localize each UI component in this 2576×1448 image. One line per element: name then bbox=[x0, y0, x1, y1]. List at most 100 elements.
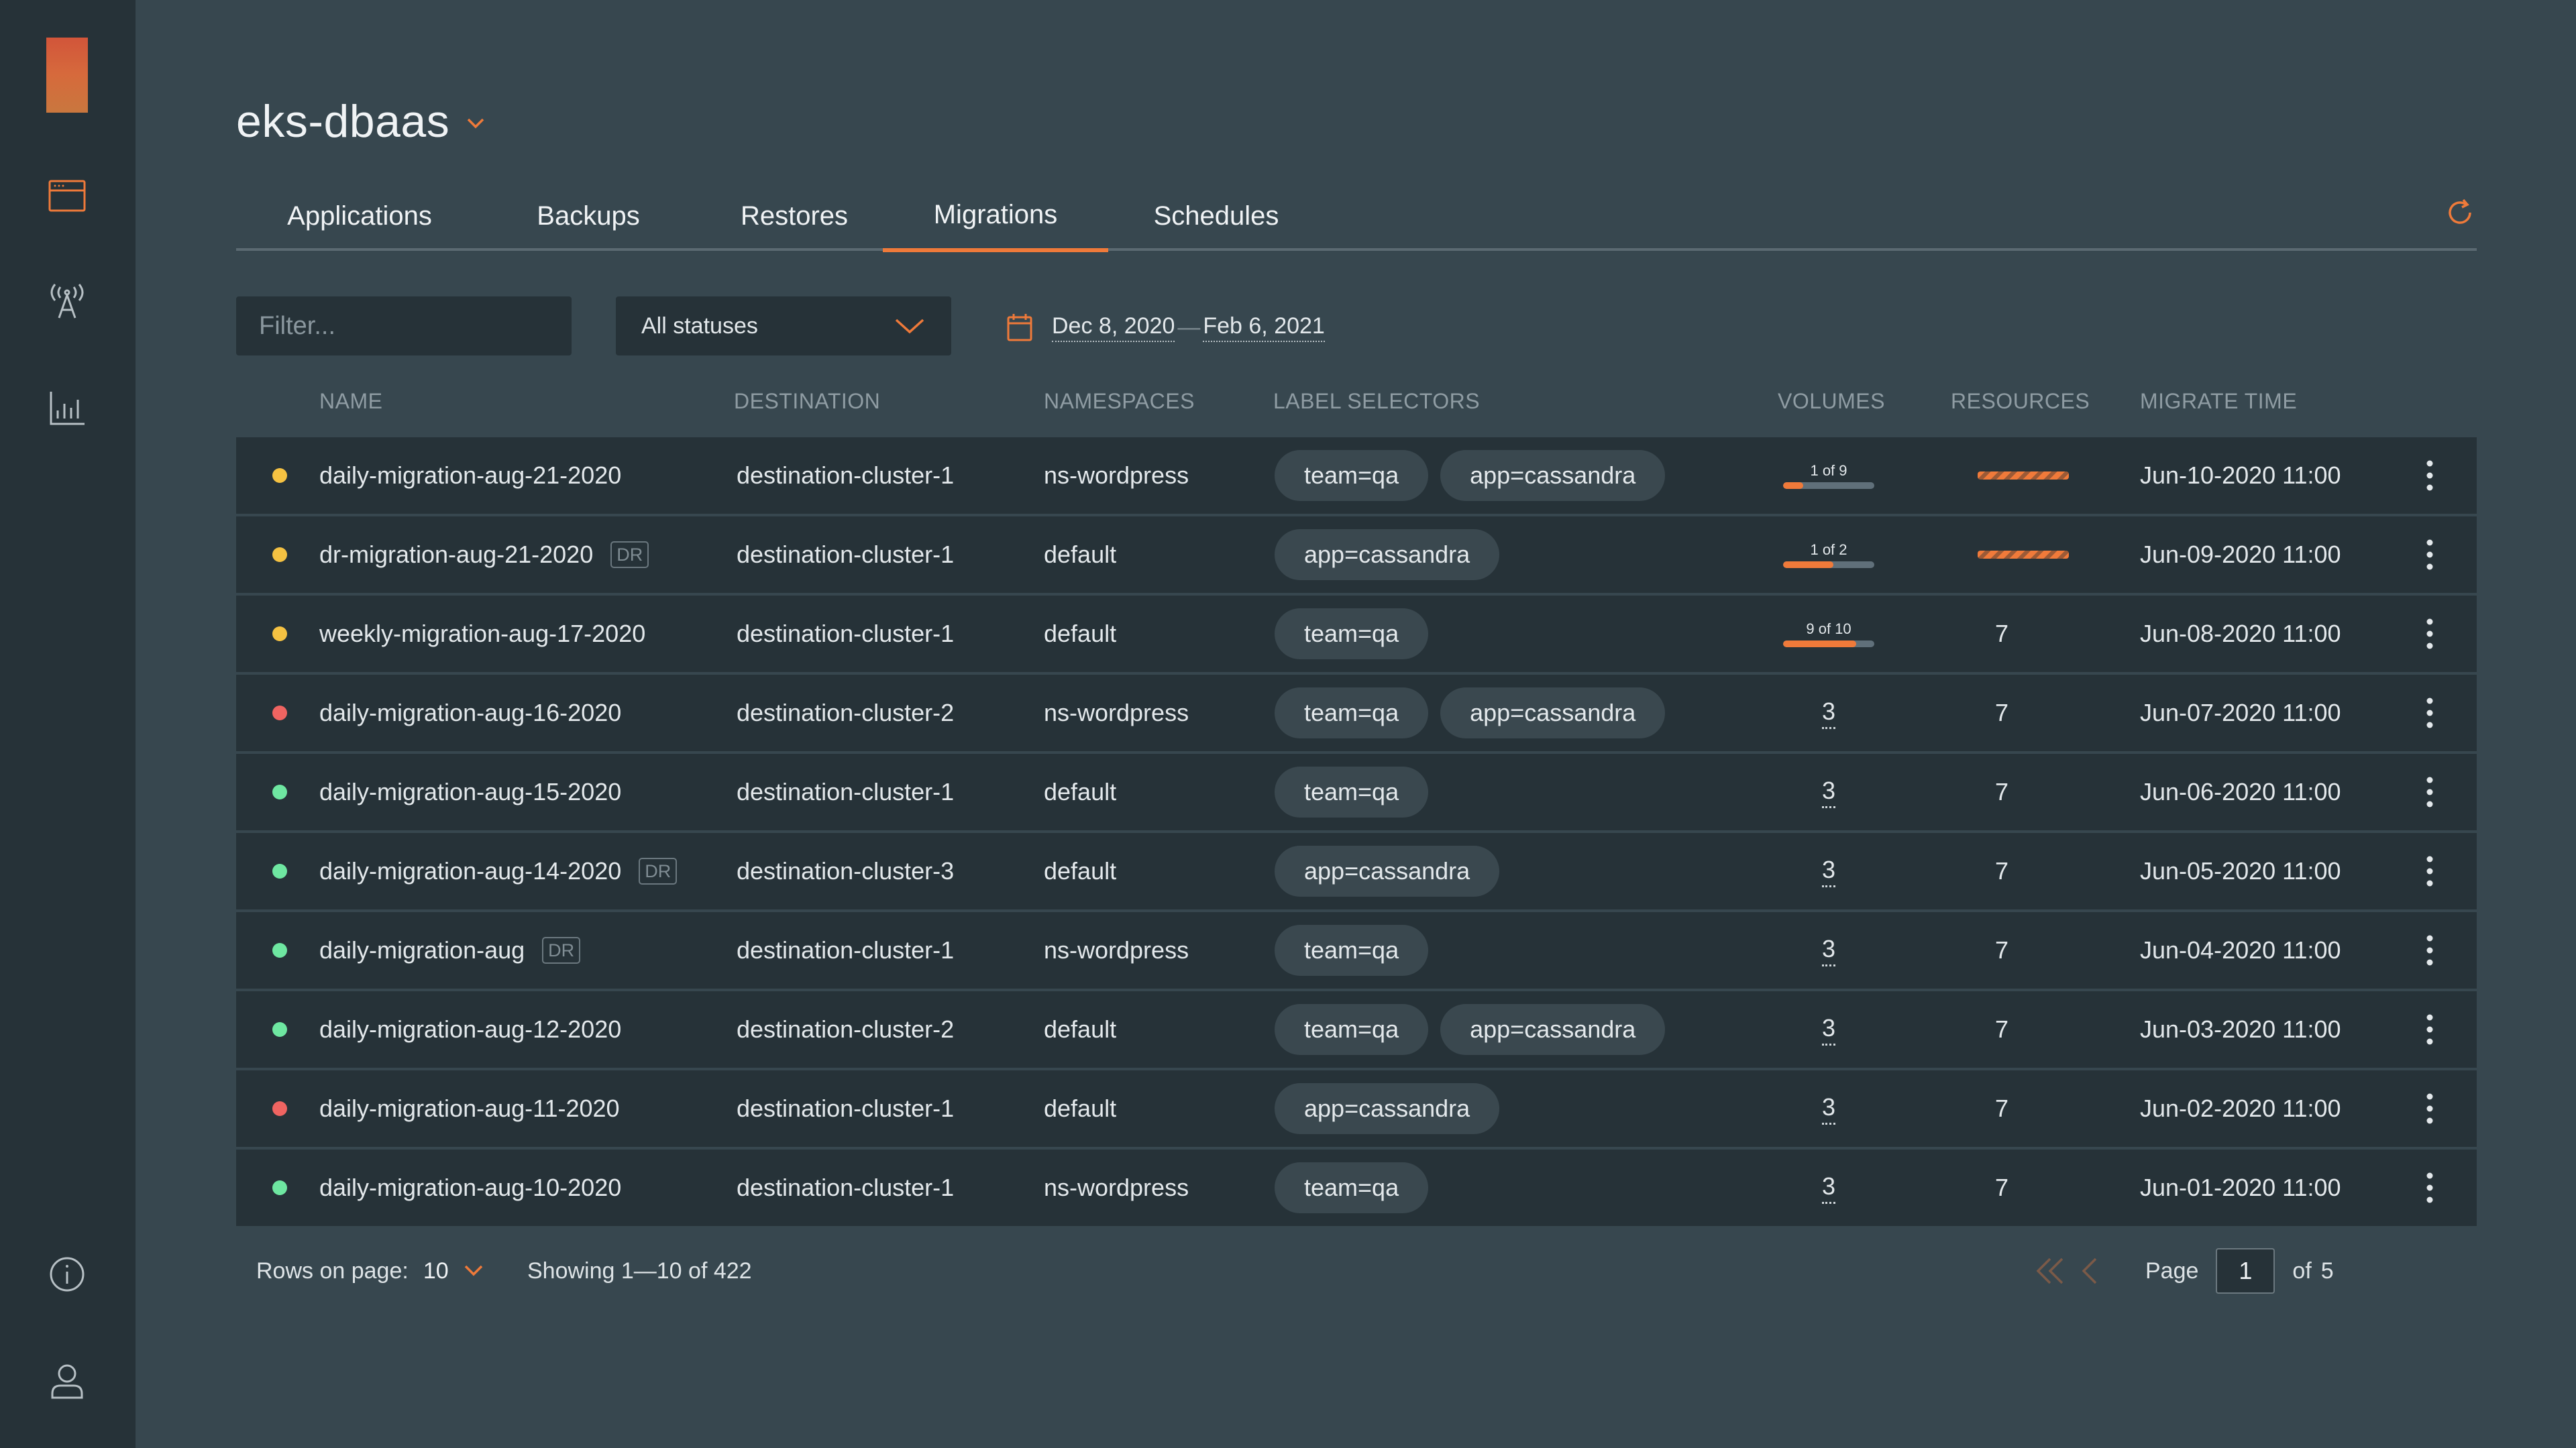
kebab-menu-icon[interactable] bbox=[2416, 1009, 2443, 1050]
namespace-cell: default bbox=[1044, 1095, 1117, 1122]
migrate-time: Jun-08-2020 11:00 bbox=[2140, 620, 2341, 647]
table-row[interactable]: daily-migration-aug DR destination-cluster… bbox=[236, 912, 2477, 989]
date-start[interactable]: Dec 8, 2020 bbox=[1052, 313, 1175, 342]
table-row[interactable]: daily-migration-aug-15-2020 destination-c… bbox=[236, 754, 2477, 830]
col-volumes[interactable]: VOLUMES bbox=[1778, 389, 1885, 413]
total-pages: 5 bbox=[2320, 1258, 2334, 1284]
volumes-count[interactable]: 3 bbox=[1821, 935, 1836, 966]
migration-name[interactable]: daily-migration-aug-14-2020 bbox=[319, 857, 622, 885]
table-row[interactable]: daily-migration-aug-12-2020 destination-c… bbox=[236, 991, 2477, 1068]
tab-restores[interactable]: Restores bbox=[740, 201, 849, 231]
label-chip: app=cassandra bbox=[1275, 846, 1500, 897]
resources-count: 7 bbox=[1994, 857, 2009, 885]
destination-cell: destination-cluster-1 bbox=[737, 936, 955, 964]
calendar-icon bbox=[1007, 314, 1032, 341]
project-selector[interactable]: eks-dbaas bbox=[236, 95, 487, 148]
date-end[interactable]: Feb 6, 2021 bbox=[1203, 313, 1325, 342]
volumes-count[interactable]: 3 bbox=[1821, 1014, 1836, 1046]
volumes-count[interactable]: 3 bbox=[1821, 856, 1836, 887]
migration-name[interactable]: daily-migration-aug-21-2020 bbox=[319, 461, 622, 489]
volumes-count[interactable]: 3 bbox=[1821, 1093, 1836, 1125]
migration-name[interactable]: daily-migration-aug-15-2020 bbox=[319, 778, 622, 805]
migration-name[interactable]: daily-migration-aug bbox=[319, 936, 525, 964]
table-row[interactable]: daily-migration-aug-10-2020 destination-c… bbox=[236, 1150, 2477, 1226]
kebab-menu-icon[interactable] bbox=[2416, 772, 2443, 812]
migration-name[interactable]: daily-migration-aug-12-2020 bbox=[319, 1015, 622, 1043]
namespace-cell: default bbox=[1044, 1015, 1117, 1043]
kebab-menu-icon[interactable] bbox=[2416, 455, 2443, 496]
table-row[interactable]: dr-migration-aug-21-2020 DR destination-cl… bbox=[236, 516, 2477, 593]
volumes-progress-fill bbox=[1783, 641, 1856, 647]
destination-cell: destination-cluster-2 bbox=[737, 1015, 955, 1043]
migrate-time: Jun-04-2020 11:00 bbox=[2140, 936, 2341, 964]
tab-backups[interactable]: Backups bbox=[537, 201, 640, 231]
migration-name[interactable]: daily-migration-aug-10-2020 bbox=[319, 1174, 622, 1201]
info-icon[interactable] bbox=[44, 1251, 90, 1297]
chevron-down-icon bbox=[464, 1265, 482, 1276]
volumes-count[interactable]: 3 bbox=[1821, 777, 1836, 808]
destination-cell: destination-cluster-1 bbox=[737, 778, 955, 805]
status-dot bbox=[272, 626, 287, 641]
col-name[interactable]: NAME bbox=[319, 389, 383, 413]
table-row[interactable]: weekly-migration-aug-17-2020 destination-… bbox=[236, 596, 2477, 672]
kebab-menu-icon[interactable] bbox=[2416, 851, 2443, 891]
kebab-menu-icon[interactable] bbox=[2416, 1168, 2443, 1208]
bar-chart-icon[interactable] bbox=[44, 385, 90, 431]
status-dot bbox=[272, 1101, 287, 1116]
resources-count: 7 bbox=[1994, 620, 2009, 647]
col-migrate-time[interactable]: MIGRATE TIME bbox=[2140, 389, 2298, 413]
refresh-icon[interactable] bbox=[2443, 196, 2477, 229]
sidebar bbox=[0, 0, 136, 1448]
date-range-picker[interactable]: Dec 8, 2020 — Feb 6, 2021 bbox=[1006, 307, 1325, 347]
tab-migrations[interactable]: Migrations bbox=[883, 181, 1108, 252]
migration-name[interactable]: daily-migration-aug-11-2020 bbox=[319, 1095, 620, 1122]
user-icon[interactable] bbox=[44, 1357, 90, 1403]
kebab-menu-icon[interactable] bbox=[2416, 535, 2443, 575]
migrate-time: Jun-03-2020 11:00 bbox=[2140, 1015, 2341, 1043]
namespace-cell: ns-wordpress bbox=[1044, 936, 1189, 964]
table-row[interactable]: daily-migration-aug-11-2020 destination-c… bbox=[236, 1070, 2477, 1147]
applications-icon[interactable] bbox=[44, 173, 90, 219]
kebab-menu-icon[interactable] bbox=[2416, 614, 2443, 654]
volumes-progress-label: 9 of 10 bbox=[1806, 620, 1851, 637]
table-row[interactable]: daily-migration-aug-21-2020 destination-c… bbox=[236, 437, 2477, 514]
prev-page-icon[interactable] bbox=[2080, 1256, 2100, 1286]
kebab-menu-icon[interactable] bbox=[2416, 930, 2443, 970]
volumes-count[interactable]: 3 bbox=[1821, 1172, 1836, 1204]
status-dot bbox=[272, 468, 287, 483]
filter-field[interactable] bbox=[236, 296, 587, 355]
status-select[interactable]: All statuses bbox=[616, 296, 951, 355]
rows-per-page-value: 10 bbox=[423, 1258, 449, 1284]
filter-input[interactable] bbox=[259, 311, 587, 341]
page-number-input[interactable]: 1 bbox=[2216, 1248, 2275, 1294]
status-dot bbox=[272, 1180, 287, 1195]
migrate-time: Jun-06-2020 11:00 bbox=[2140, 778, 2341, 805]
dr-badge: DR bbox=[639, 858, 678, 885]
status-dot bbox=[272, 785, 287, 799]
rows-per-page-select[interactable]: 10 bbox=[423, 1258, 484, 1284]
of-label: of bbox=[2292, 1258, 2312, 1284]
migration-name[interactable]: dr-migration-aug-21-2020 bbox=[319, 541, 594, 568]
volumes-count[interactable]: 3 bbox=[1821, 698, 1836, 729]
tab-bar: Applications Backups Restores Migrations… bbox=[236, 181, 2477, 252]
logo[interactable] bbox=[46, 38, 88, 113]
migration-name[interactable]: daily-migration-aug-16-2020 bbox=[319, 699, 622, 726]
page-label: Page bbox=[2145, 1258, 2199, 1284]
kebab-menu-icon[interactable] bbox=[2416, 1089, 2443, 1129]
namespace-cell: default bbox=[1044, 620, 1117, 647]
project-title: eks-dbaas bbox=[236, 96, 450, 147]
tab-applications[interactable]: Applications bbox=[287, 201, 432, 231]
col-resources[interactable]: RESOURCES bbox=[1951, 389, 2090, 413]
migration-name[interactable]: weekly-migration-aug-17-2020 bbox=[319, 620, 646, 647]
kebab-menu-icon[interactable] bbox=[2416, 693, 2443, 733]
table-row[interactable]: daily-migration-aug-14-2020 DR destination… bbox=[236, 833, 2477, 909]
col-label-selectors[interactable]: LABEL SELECTORS bbox=[1273, 389, 1481, 413]
first-page-icon[interactable] bbox=[2033, 1256, 2068, 1286]
col-destination[interactable]: DESTINATION bbox=[734, 389, 881, 413]
col-namespaces[interactable]: NAMESPACES bbox=[1044, 389, 1195, 413]
monitor-antenna-icon[interactable] bbox=[44, 279, 90, 325]
status-dot bbox=[272, 1022, 287, 1037]
label-chip: app=cassandra bbox=[1440, 1004, 1666, 1055]
table-row[interactable]: daily-migration-aug-16-2020 destination-c… bbox=[236, 675, 2477, 751]
tab-schedules[interactable]: Schedules bbox=[1153, 201, 1279, 231]
